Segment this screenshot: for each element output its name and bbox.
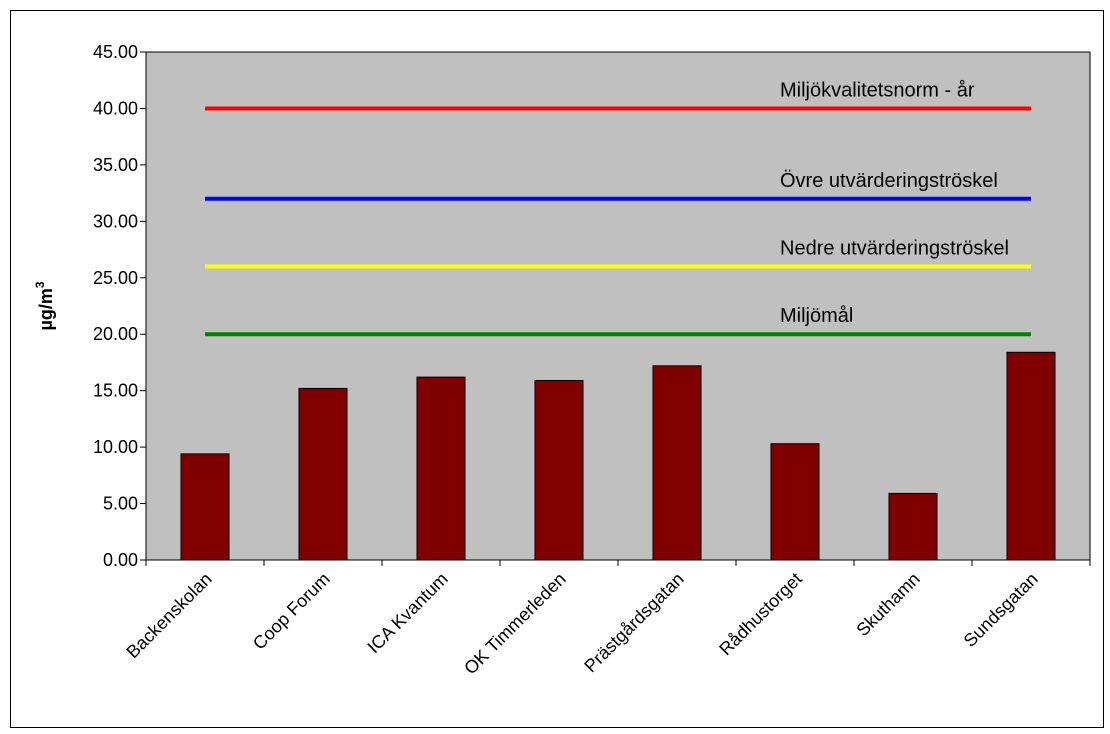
y-tick-label: 25.00	[93, 268, 138, 288]
bar	[652, 365, 702, 561]
y-axis-label-superscript: 3	[33, 281, 47, 288]
y-tick-label: 35.00	[93, 155, 138, 175]
plot-area	[146, 52, 1090, 560]
bar	[416, 376, 466, 561]
bar	[1006, 351, 1056, 561]
reference-line-label: Nedre utvärderingströskel	[780, 237, 1009, 259]
y-tick-label: 5.00	[103, 494, 138, 514]
x-axis-ticks: Backenskolan Coop Forum ICA Kvantum OK Timm…	[122, 560, 1091, 679]
x-tick-label: Skuthamn	[852, 569, 923, 640]
y-tick-label: 15.00	[93, 381, 138, 401]
reference-line-label: Miljömål	[780, 305, 853, 327]
x-tick-label: ICA Kvantum	[363, 569, 451, 657]
x-tick-label: OK Timmerleden	[460, 569, 570, 679]
y-tick-label: 0.00	[103, 550, 138, 570]
y-axis-label-text: µg/m	[36, 288, 56, 330]
reference-line-label: Miljökvalitetsnorm - år	[780, 79, 975, 101]
x-tick-label: Rådhustorget	[715, 569, 806, 660]
reference-lines: Miljökvalitetsnorm - år Övre utvärderings…	[205, 79, 1031, 337]
y-axis-ticks: 0.00 5.00 10.00 15.00 20.00 25.00 30.00 35.00 40…	[93, 42, 146, 570]
reference-line-label: Övre utvärderingströskel	[780, 170, 998, 192]
bar	[534, 380, 584, 561]
bar	[298, 387, 348, 561]
x-tick-label: Prästgårdsgatan	[580, 569, 688, 677]
bars	[180, 351, 1056, 561]
bar	[888, 492, 938, 561]
y-tick-label: 10.00	[93, 437, 138, 457]
y-tick-label: 20.00	[93, 324, 138, 344]
x-tick-label: Backenskolan	[122, 569, 215, 662]
y-tick-label: 45.00	[93, 42, 138, 62]
y-axis-label: µg/m3	[33, 281, 56, 330]
y-tick-label: 40.00	[93, 98, 138, 118]
bar	[770, 443, 820, 561]
y-tick-label: 30.00	[93, 211, 138, 231]
x-tick-label: Coop Forum	[249, 569, 334, 654]
x-tick-label: Sundsgatan	[960, 569, 1042, 651]
bar	[180, 453, 230, 561]
